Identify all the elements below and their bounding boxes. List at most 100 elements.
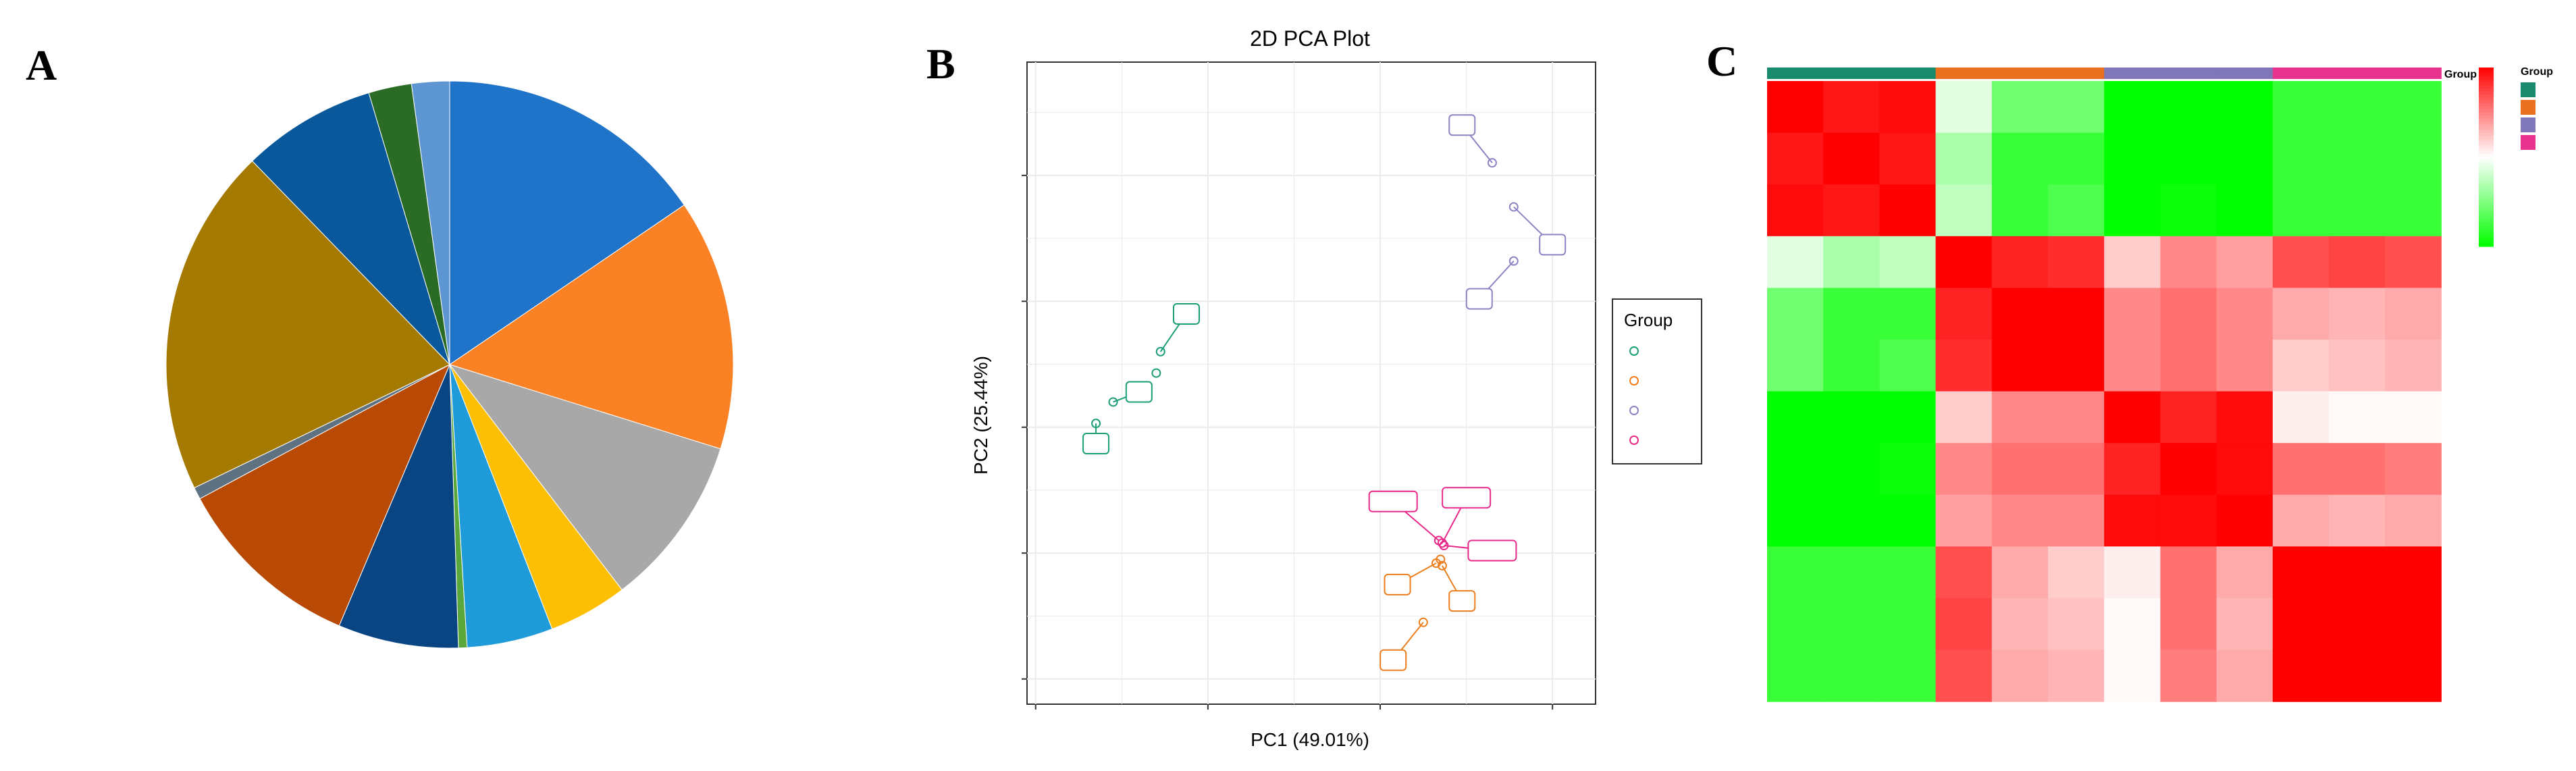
heatmap-group-track-title: Group [2444, 69, 2477, 80]
heatmap-cell [1879, 340, 1937, 392]
colorbar-segment [2479, 180, 2494, 184]
heatmap-legend-swatch-l [2521, 100, 2535, 115]
heatmap-cell [1991, 288, 2049, 340]
heatmap-cell [2104, 649, 2161, 702]
colorbar-segment [2479, 184, 2494, 188]
colorbar-segment [2479, 219, 2494, 223]
heatmap-cell [1879, 184, 1937, 237]
heatmap-cell [1935, 443, 1993, 496]
pca-point [1439, 541, 1449, 551]
heatmap-cell [2329, 340, 2386, 392]
heatmap-cell [2048, 546, 2105, 599]
pca-legend-marker [1629, 406, 1639, 415]
heatmap-colorbar [2479, 68, 2494, 247]
heatmap-group-bar-s [1879, 68, 1937, 79]
heatmap-cell [2385, 81, 2442, 134]
heatmap-cell [1767, 288, 1824, 340]
heatmap-cell [1879, 546, 1937, 599]
colorbar-segment [2479, 228, 2494, 232]
pca-point-label-box [1539, 234, 1567, 256]
colorbar-segment [2479, 115, 2494, 119]
pca-x-axis-title: PC1 (49.01%) [1251, 729, 1369, 750]
pie-slice-alkaloids [338, 364, 459, 649]
pca-legend-marker [1629, 435, 1639, 445]
heatmap-cell [1767, 546, 1824, 599]
heatmap-cell [2048, 132, 2105, 185]
heatmap-cell [2160, 184, 2217, 237]
pca-legend-marker [1629, 376, 1639, 386]
pca-point-label-box [1448, 114, 1476, 136]
heatmap-cell [2216, 391, 2273, 444]
pca-point [1508, 202, 1519, 212]
colorbar-segment [2479, 169, 2494, 173]
pca-point-label-box [1467, 539, 1517, 562]
heatmap-cell [1879, 391, 1937, 444]
heatmap-cell [2329, 288, 2386, 340]
heatmap-cell [2104, 236, 2161, 288]
heatmap-cell [1767, 236, 1824, 288]
colorbar-segment [2479, 112, 2494, 116]
heatmap-cell [2272, 649, 2330, 702]
heatmap-group-bar-h [2216, 68, 2273, 79]
heatmap-cell [2329, 649, 2386, 702]
heatmap-cell [1991, 649, 2049, 702]
heatmap-cell [1991, 132, 2049, 185]
heatmap-group-legend: Group [2521, 66, 2553, 150]
colorbar-segment [2479, 175, 2494, 179]
heatmap-cell [2272, 236, 2330, 288]
heatmap-cell [1991, 340, 2049, 392]
heatmap-cell [1935, 598, 1993, 651]
heatmap-cell [2160, 546, 2217, 599]
pca-legend: Group [1612, 298, 1702, 464]
heatmap-cell [1823, 288, 1880, 340]
pca-point [1091, 419, 1101, 429]
heatmap-legend-swatch-mix [2521, 135, 2535, 150]
heatmap-cell [2104, 184, 2161, 237]
heatmap-cell [2385, 494, 2442, 547]
heatmap-cell [2272, 546, 2330, 599]
colorbar-segment [2479, 201, 2494, 205]
heatmap-cell [2385, 598, 2442, 651]
heatmap-cell [2048, 236, 2105, 288]
heatmap-cell [1935, 132, 1993, 185]
heatmap-cell [1991, 81, 2049, 134]
pca-point-label-box [1465, 288, 1493, 310]
pie-slice-others [411, 80, 450, 365]
heatmap-cell [2048, 598, 2105, 651]
heatmap-cell [1879, 81, 1937, 134]
colorbar-segment [2479, 190, 2494, 194]
pca-panel-frame [1026, 61, 1596, 705]
heatmap-legend-swatch-h [2521, 117, 2535, 132]
colorbar-segment [2479, 165, 2494, 169]
heatmap-cell [1767, 391, 1824, 444]
heatmap-cell [2272, 288, 2330, 340]
colorbar-segment [2479, 118, 2494, 122]
heatmap-cell [1879, 494, 1937, 547]
pca-point-label-box [1442, 487, 1492, 509]
heatmap-cell [1935, 340, 1993, 392]
heatmap-group-bar-l [2048, 68, 2105, 79]
colorbar-segment [2479, 198, 2494, 203]
pca-point-label-box [1379, 649, 1407, 671]
heatmap-cell [1879, 236, 1937, 288]
pca-point [1508, 256, 1519, 266]
colorbar-segment [2479, 91, 2494, 95]
heatmap-cell [1879, 288, 1937, 340]
heatmap-group-bar-mix [2329, 68, 2386, 79]
heatmap-cell [2160, 598, 2217, 651]
heatmap-cell [2104, 340, 2161, 392]
heatmap-cell [2385, 132, 2442, 185]
heatmap-cell [2048, 649, 2105, 702]
heatmap-group-bar-l [1935, 68, 1993, 79]
heatmap-legend-swatch-s [2521, 82, 2535, 97]
heatmap-cell [1935, 236, 1993, 288]
colorbar-segment [2479, 85, 2494, 89]
heatmap-cell [2329, 132, 2386, 185]
heatmap-group-bar-s [1823, 68, 1880, 79]
heatmap-cell [2385, 546, 2442, 599]
heatmap-cell [2272, 184, 2330, 237]
heatmap-cell [2272, 598, 2330, 651]
heatmap-cell [1879, 649, 1937, 702]
heatmap-group-legend-title: Group [2521, 66, 2553, 78]
